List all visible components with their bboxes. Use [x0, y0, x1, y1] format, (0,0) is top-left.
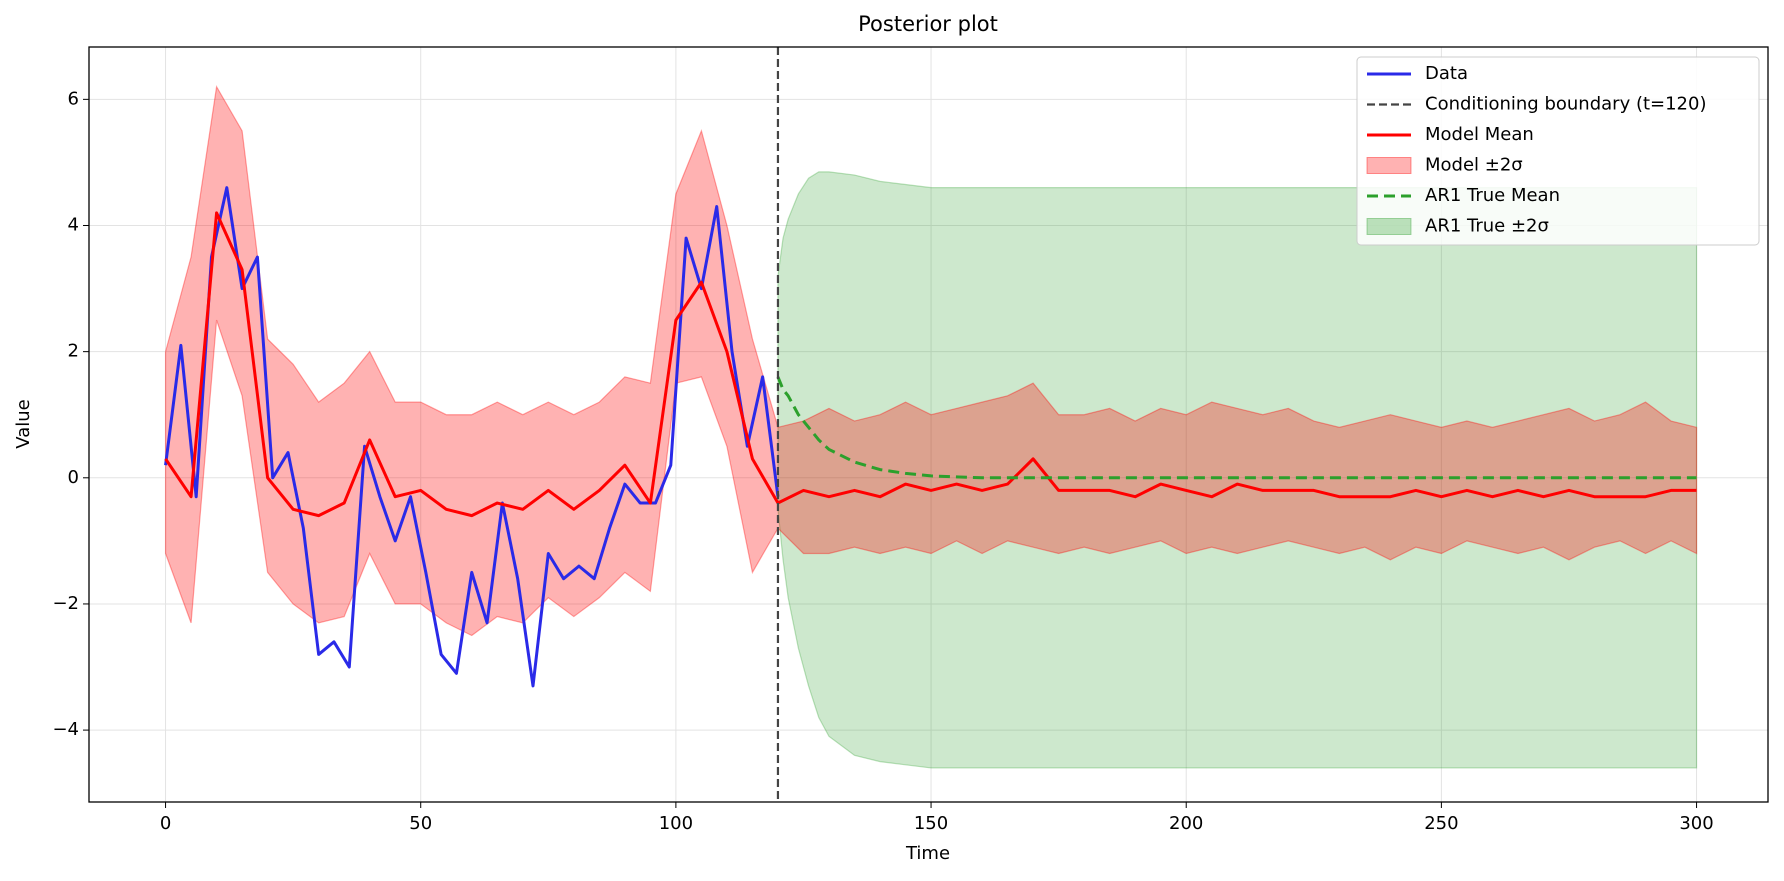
line — [164, 211, 1697, 518]
y-tick-label: 2 — [68, 341, 79, 362]
y-tick-label: −2 — [52, 593, 79, 614]
x-tick-label: 250 — [1424, 813, 1458, 834]
plot-frame — [88, 46, 1769, 803]
band — [164, 84, 1698, 637]
x-tick-label: 0 — [160, 813, 171, 834]
legend-label: Data — [1425, 63, 1468, 84]
line — [776, 376, 1697, 480]
y-tick-label: 0 — [68, 467, 79, 488]
legend-label: Model ±2σ — [1425, 155, 1523, 176]
legend-label: Model Mean — [1425, 124, 1534, 145]
legend-swatch — [1366, 218, 1412, 235]
x-tick-label: 100 — [659, 813, 693, 834]
y-axis-label: Value — [13, 399, 34, 448]
y-tick-label: −4 — [52, 719, 79, 740]
x-tick-label: 150 — [914, 813, 948, 834]
chart-title: Posterior plot — [858, 12, 998, 36]
x-tick-label: 200 — [1169, 813, 1203, 834]
x-axis-label: Time — [905, 843, 950, 864]
line — [164, 186, 780, 688]
y-tick-label: 4 — [68, 215, 79, 236]
x-tick-label: 300 — [1679, 813, 1713, 834]
legend-label: AR1 True ±2σ — [1425, 216, 1549, 237]
legend-label: AR1 True Mean — [1425, 185, 1560, 206]
legend-swatch — [1366, 157, 1412, 174]
band — [777, 171, 1698, 769]
x-tick-label: 50 — [409, 813, 432, 834]
legend-label: Conditioning boundary (t=120) — [1425, 94, 1706, 115]
legend-box — [1356, 56, 1760, 246]
y-tick-label: 6 — [68, 88, 79, 109]
